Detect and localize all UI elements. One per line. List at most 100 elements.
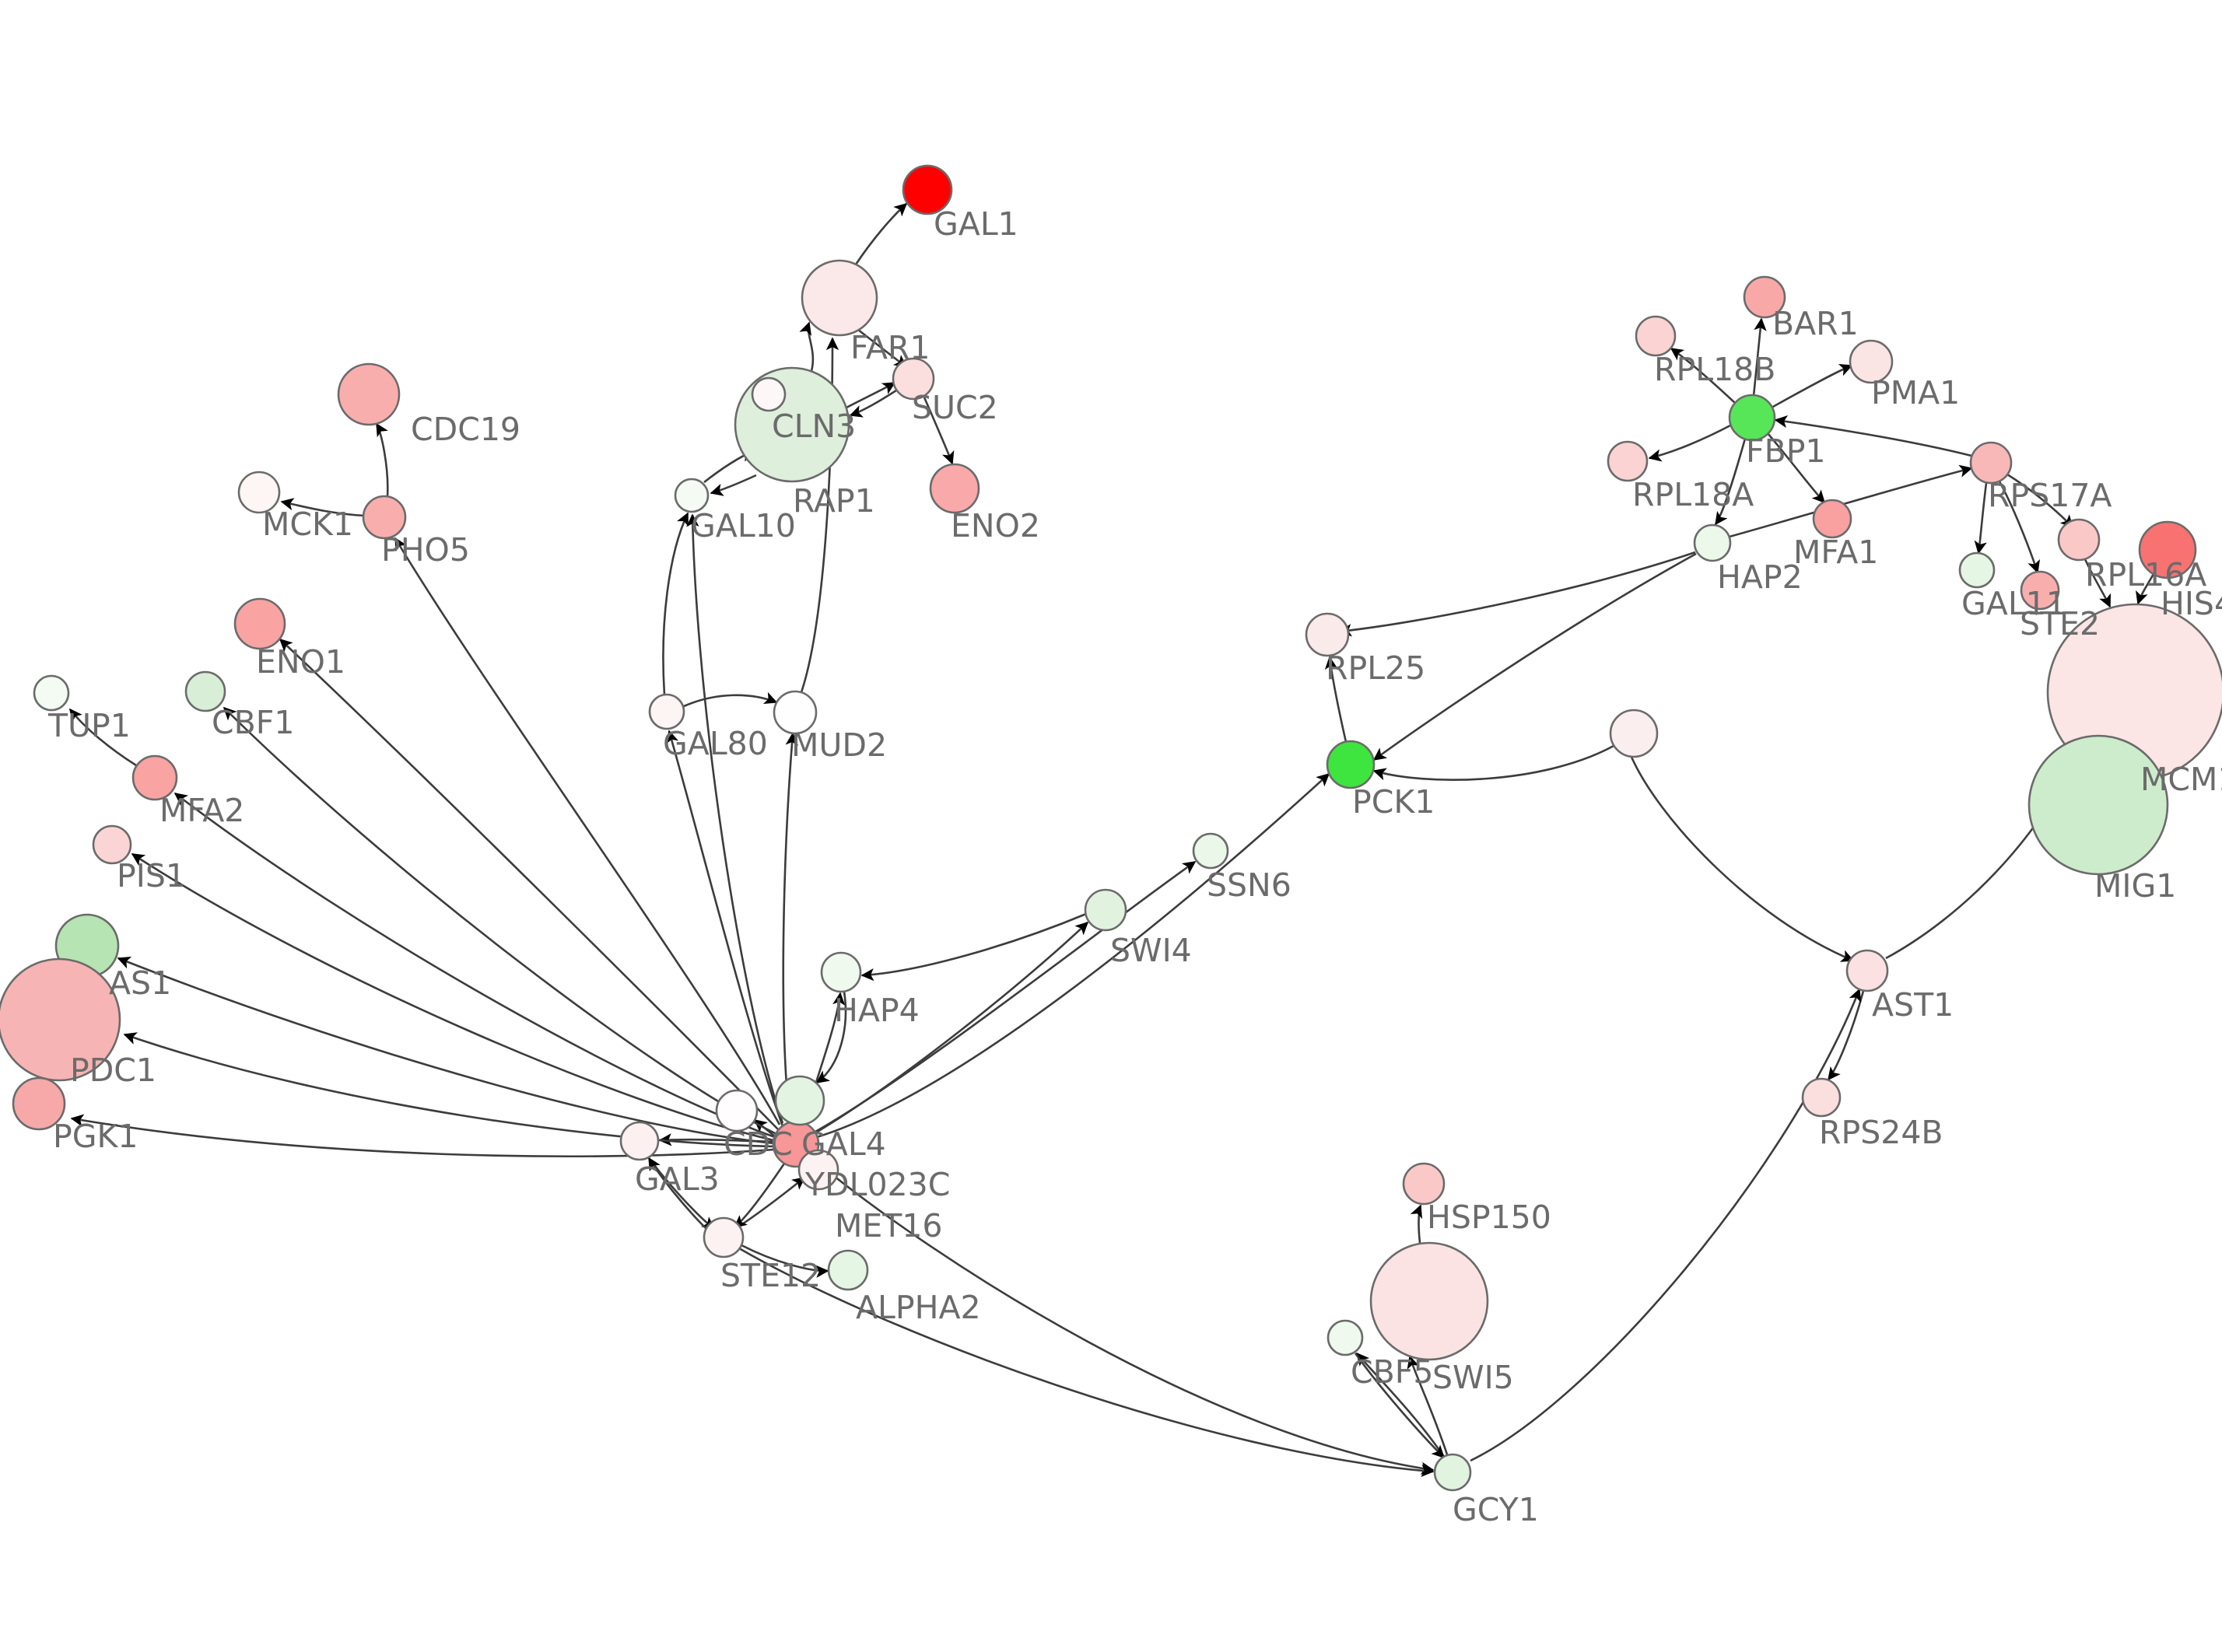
node-label-rpl25: RPL25 bbox=[1326, 649, 1425, 687]
node-cdc[interactable] bbox=[715, 1089, 759, 1132]
node-ydl023c[interactable] bbox=[797, 1149, 839, 1191]
node-label-pis1: PIS1 bbox=[117, 857, 186, 894]
node-gal10[interactable] bbox=[674, 478, 710, 513]
node-mfa2[interactable] bbox=[131, 754, 178, 801]
node-label-gal4: GAL4 bbox=[801, 1125, 886, 1163]
node-rap1[interactable] bbox=[751, 376, 787, 412]
node-label-hsp150: HSP150 bbox=[1427, 1199, 1551, 1236]
node-label-rpl16a: RPL16A bbox=[2085, 556, 2206, 593]
node-label-cbf5: CBF5 bbox=[1351, 1353, 1433, 1391]
node-label-rap1: RAP1 bbox=[793, 482, 875, 520]
node-cdc19[interactable] bbox=[337, 362, 401, 426]
node-cln3b[interactable] bbox=[774, 1075, 825, 1126]
node-label-gal1: GAL1 bbox=[934, 205, 1018, 243]
node-suc2[interactable] bbox=[892, 357, 935, 401]
node-ssn6[interactable] bbox=[1192, 832, 1229, 870]
edge-gal4-to-eno1 bbox=[279, 638, 779, 1130]
node-gal11[interactable] bbox=[1958, 551, 1996, 589]
node-rps17a[interactable] bbox=[1969, 441, 2013, 485]
node-eno2[interactable] bbox=[929, 463, 980, 514]
node-hsp150[interactable] bbox=[1402, 1162, 1446, 1206]
node-hap4[interactable] bbox=[820, 951, 862, 993]
edge-swi4-to-hap4 bbox=[860, 912, 1087, 982]
node-mig1[interactable] bbox=[2027, 734, 2169, 876]
edge-ast1-to-rps24b bbox=[1827, 990, 1865, 1081]
node-mck1[interactable] bbox=[237, 471, 281, 514]
node-pgk1[interactable] bbox=[12, 1076, 66, 1131]
node-gcy1[interactable] bbox=[1433, 1453, 1472, 1492]
node-label-his4: HIS4 bbox=[2161, 585, 2222, 622]
node-gal3[interactable] bbox=[619, 1121, 660, 1161]
edge-pho5-to-mck1 bbox=[280, 498, 365, 517]
edge-cbf5-to-gcy1 bbox=[1354, 1353, 1446, 1459]
node-pck1[interactable] bbox=[1326, 740, 1376, 789]
edge-his4-to-mcm1 bbox=[2136, 573, 2155, 605]
node-label-cbf1: CBF1 bbox=[212, 704, 294, 741]
edge-gal4-to-gal80 bbox=[666, 730, 784, 1127]
node-rpl16a[interactable] bbox=[2057, 518, 2101, 562]
edge-gal4-to-mud2 bbox=[782, 732, 798, 1123]
edge-fbp1-to-hap2 bbox=[1714, 438, 1747, 526]
node-gal80[interactable] bbox=[648, 693, 685, 730]
edge-pck1-to-rpl25 bbox=[1324, 656, 1348, 743]
node-alpha2[interactable] bbox=[827, 1249, 869, 1291]
node-cbf1[interactable] bbox=[184, 670, 226, 712]
node-pho5[interactable] bbox=[362, 495, 407, 540]
node-hub1[interactable] bbox=[1609, 709, 1659, 758]
node-cbf5[interactable] bbox=[1327, 1319, 1364, 1356]
edge-fbp1-to-rpl18b bbox=[1670, 347, 1736, 404]
edge-fbp1-to-rpl18a bbox=[1648, 423, 1733, 462]
edge-gal4-to-pck1 bbox=[816, 772, 1330, 1139]
edge-gcy1-to-swi5 bbox=[1407, 1355, 1449, 1455]
edge-cln3-to-far1 bbox=[799, 321, 815, 372]
edge-mfa2-to-tup1 bbox=[68, 708, 137, 767]
node-ste2[interactable] bbox=[2020, 570, 2060, 611]
node-swi4[interactable] bbox=[1084, 888, 1127, 932]
edge-gal4-to-mfa2 bbox=[173, 792, 776, 1139]
node-label-rps17a: RPS17A bbox=[1988, 477, 2112, 514]
node-bar1[interactable] bbox=[1743, 275, 1786, 319]
edge-gal4-to-pgk1 bbox=[70, 1114, 775, 1158]
node-label-suc2: SUC2 bbox=[912, 389, 998, 426]
node-label-fbp1: FBP1 bbox=[1746, 432, 1826, 470]
node-label-ste2: STE2 bbox=[2020, 605, 2100, 642]
edge-gal4-to-cbf1 bbox=[223, 706, 777, 1136]
edge-fbp1-to-bar1 bbox=[1752, 317, 1767, 397]
edge-cln3-to-suc2 bbox=[846, 381, 896, 409]
edge-swi5-to-hsp150 bbox=[1410, 1204, 1422, 1244]
node-rps24b[interactable] bbox=[1801, 1077, 1842, 1118]
node-his4[interactable] bbox=[2138, 520, 2197, 579]
node-label-hap4: HAP4 bbox=[834, 992, 920, 1029]
node-gal1[interactable] bbox=[902, 164, 953, 215]
node-label-ast1: AST1 bbox=[1872, 986, 1954, 1024]
node-label-ydl023c: YDL023C bbox=[804, 1166, 950, 1203]
node-fbp1[interactable] bbox=[1728, 394, 1776, 442]
labels-layer: GAL1 FAR1 SUC2 CLN3 RAP1 ENO2 GAL10 CDC19 MCK1 PH… bbox=[47, 205, 2222, 1528]
node-mud2[interactable] bbox=[773, 690, 818, 735]
node-swi5[interactable] bbox=[1369, 1241, 1489, 1361]
edge-hap2-to-pck1 bbox=[1372, 552, 1697, 761]
node-hap2[interactable] bbox=[1693, 523, 1732, 562]
edge-gal4-to-pdc1 bbox=[123, 1032, 775, 1148]
node-label-pck1: PCK1 bbox=[1352, 783, 1435, 821]
node-ste12[interactable] bbox=[703, 1216, 745, 1258]
edge-rps17a-to-ste2 bbox=[1998, 481, 2040, 574]
node-pdc1[interactable] bbox=[0, 957, 121, 1082]
node-tup1[interactable] bbox=[33, 674, 70, 712]
node-label-as1: AS1 bbox=[109, 964, 171, 1002]
node-ast1[interactable] bbox=[1845, 949, 1889, 992]
node-far1[interactable] bbox=[801, 259, 878, 337]
edge-rps17a-to-fbp1 bbox=[1774, 415, 1972, 457]
node-label-far1: FAR1 bbox=[850, 329, 930, 366]
node-rpl18a[interactable] bbox=[1607, 440, 1649, 482]
node-pis1[interactable] bbox=[92, 824, 132, 865]
node-label-bar1: BAR1 bbox=[1772, 305, 1859, 342]
node-pma1[interactable] bbox=[1849, 339, 1894, 384]
node-rpl18b[interactable] bbox=[1635, 315, 1677, 357]
node-mfa1[interactable] bbox=[1812, 499, 1852, 539]
node-label-mcm1: MCM1 bbox=[2140, 761, 2222, 798]
node-rpl25[interactable] bbox=[1305, 612, 1350, 657]
node-label-swi4: SWI4 bbox=[1110, 932, 1192, 969]
node-eno1[interactable] bbox=[233, 597, 286, 650]
